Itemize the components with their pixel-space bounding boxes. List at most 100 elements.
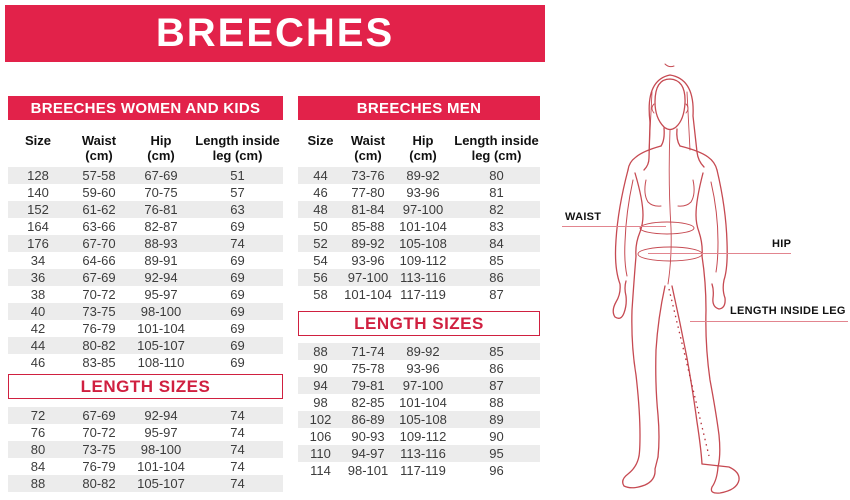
table-cell: 84 (489, 236, 504, 251)
table-row: 80 73-75 98-100 74 (8, 441, 283, 458)
table-cell: 90 (313, 361, 328, 376)
column-header-hip: Hip (cm) (147, 133, 175, 163)
table-row: 94 79-81 97-100 87 (298, 377, 540, 394)
table-cell: 90-93 (351, 429, 385, 444)
table-cell: 73-76 (351, 168, 385, 183)
table-cell: 87 (489, 378, 504, 393)
table-cell: 90 (489, 429, 504, 444)
men-section-title: BREECHES MEN (356, 99, 482, 117)
table-cell: 89-92 (351, 236, 385, 251)
table-cell: 75-78 (351, 361, 385, 376)
table-cell: 85 (489, 344, 504, 359)
table-cell: 76-79 (82, 459, 116, 474)
table-cell: 77-80 (351, 185, 385, 200)
table-cell: 80 (489, 168, 504, 183)
table-cell: 69 (230, 219, 245, 234)
hip-label: HIP (772, 238, 792, 250)
table-cell: 34 (30, 253, 46, 268)
table-cell: 44 (313, 168, 328, 183)
table-cell: 64-66 (82, 253, 116, 268)
body-outline-path (612, 63, 740, 494)
column-header-size: Size (307, 133, 334, 148)
table-cell: 109-112 (399, 253, 447, 268)
hip-pointer-line (648, 253, 791, 254)
table-cell: 48 (313, 202, 328, 217)
table-cell: 94 (313, 378, 328, 393)
table-row: 98 82-85 101-104 88 (298, 394, 540, 411)
table-cell: 95 (489, 446, 504, 461)
table-cell: 74 (230, 442, 245, 457)
table-row: 46 83-85 108-110 69 (8, 354, 283, 371)
table-row: 50 85-88 101-104 83 (298, 218, 540, 235)
table-cell: 67-69 (144, 168, 178, 183)
women-length-sizes-header: LENGTH SIZES (8, 374, 283, 399)
table-cell: 89-92 (406, 344, 440, 359)
inside-leg-pointer-line (690, 321, 848, 322)
hip-ellipse (637, 246, 703, 262)
table-cell: 86-89 (351, 412, 385, 427)
table-cell: 73-75 (82, 304, 116, 319)
table-cell: 88 (313, 344, 328, 359)
table-row: 176 67-70 88-93 74 (8, 235, 283, 252)
column-header-waist: Waist (cm) (81, 133, 117, 163)
table-cell: 73-75 (82, 442, 116, 457)
table-cell: 97-100 (402, 202, 444, 217)
table-cell: 71-74 (351, 344, 385, 359)
table-cell: 69 (230, 287, 245, 302)
table-cell: 67-69 (82, 270, 116, 285)
table-cell: 44 (30, 338, 46, 353)
page-title-banner: BREECHES (5, 5, 545, 62)
men-length-size-rows: 88 71-74 89-92 85 90 75-78 93-96 86 94 79-81 97-10… (298, 343, 540, 479)
column-header-inside-leg: Length inside leg (cm) (195, 133, 280, 163)
page-title: BREECHES (155, 11, 395, 55)
table-row: 88 71-74 89-92 85 (298, 343, 540, 360)
table-cell: 117-119 (400, 463, 446, 478)
table-cell: 113-116 (400, 270, 446, 285)
table-row: 110 94-97 113-116 95 (298, 445, 540, 462)
table-cell: 46 (313, 185, 328, 200)
column-header-hip: Hip (cm) (409, 133, 437, 163)
table-cell: 88 (489, 395, 504, 410)
table-cell: 101-104 (344, 287, 392, 302)
table-cell: 63-66 (82, 219, 116, 234)
table-cell: 67-69 (82, 408, 116, 423)
table-cell: 69 (230, 304, 245, 319)
table-cell: 82-87 (144, 219, 178, 234)
table-cell: 98-100 (140, 442, 182, 457)
table-cell: 105-107 (137, 476, 185, 491)
table-cell: 140 (27, 185, 49, 200)
women-length-size-rows: 72 67-69 92-94 74 76 70-72 95-97 74 80 73-75 98-10… (8, 407, 283, 492)
table-cell: 72 (30, 408, 46, 423)
table-cell: 51 (230, 168, 245, 183)
table-cell: 69 (230, 321, 245, 336)
table-cell: 81-84 (351, 202, 385, 217)
table-row: 88 80-82 105-107 74 (8, 475, 283, 492)
table-cell: 74 (230, 408, 245, 423)
figure-drawing (612, 63, 740, 494)
women-section-header: BREECHES WOMEN AND KIDS (8, 96, 283, 120)
table-cell: 101-104 (399, 219, 447, 234)
table-cell: 36 (30, 270, 46, 285)
table-cell: 70-72 (82, 425, 116, 440)
table-cell: 106 (309, 429, 332, 444)
table-cell: 76-81 (144, 202, 178, 217)
table-cell: 86 (489, 361, 504, 376)
table-cell: 108-110 (137, 355, 185, 370)
table-cell: 46 (30, 355, 46, 370)
table-row: 46 77-80 93-96 81 (298, 184, 540, 201)
table-cell: 164 (27, 219, 49, 234)
table-cell: 83-85 (82, 355, 116, 370)
table-row: 114 98-101 117-119 96 (298, 462, 540, 479)
table-row: 52 89-92 105-108 84 (298, 235, 540, 252)
table-cell: 89 (489, 412, 504, 427)
table-cell: 96 (489, 463, 504, 478)
table-cell: 84 (30, 459, 46, 474)
table-cell: 105-107 (137, 338, 185, 353)
table-cell: 82 (489, 202, 504, 217)
table-row: 38 70-72 95-97 69 (8, 286, 283, 303)
women-table-header: Size Waist (cm) Hip (cm) Length inside l… (8, 133, 283, 163)
table-row: 54 93-96 109-112 85 (298, 252, 540, 269)
women-section-title: BREECHES WOMEN AND KIDS (30, 99, 261, 117)
table-row: 44 73-76 89-92 80 (298, 167, 540, 184)
table-cell: 81 (489, 185, 504, 200)
